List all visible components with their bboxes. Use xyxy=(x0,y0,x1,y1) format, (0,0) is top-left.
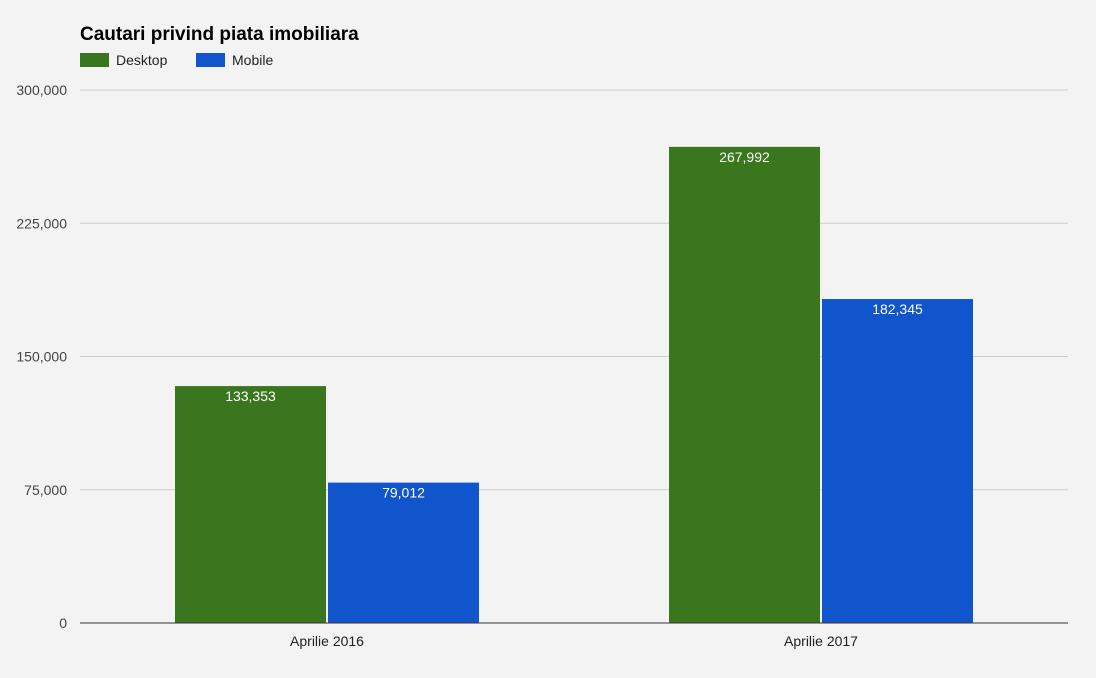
y-tick-label: 300,000 xyxy=(16,82,67,98)
x-category-label: Aprilie 2016 xyxy=(290,633,364,649)
data-label-desktop-1: 267,992 xyxy=(719,149,770,165)
legend-swatch-mobile xyxy=(196,53,225,67)
legend-swatch-desktop xyxy=(80,53,109,67)
bar-desktop-1 xyxy=(669,146,820,623)
y-axis: 0 75,000 150,000 225,000 300,000 xyxy=(16,82,67,631)
x-axis: Aprilie 2016 Aprilie 2017 xyxy=(80,622,1068,649)
bars: 133,353 79,012 267,992 182,345 xyxy=(175,146,973,623)
y-tick-label: 225,000 xyxy=(16,215,67,231)
data-label-mobile-0: 79,012 xyxy=(382,485,425,501)
data-label-mobile-1: 182,345 xyxy=(872,301,923,317)
chart-title: Cautari privind piata imobiliara xyxy=(80,24,359,45)
y-tick-label: 150,000 xyxy=(16,349,67,365)
y-tick-label: 75,000 xyxy=(24,482,67,498)
bar-mobile-0 xyxy=(328,482,479,623)
bar-mobile-1 xyxy=(822,299,973,623)
legend-label-desktop: Desktop xyxy=(116,52,168,68)
bar-desktop-0 xyxy=(175,386,326,623)
data-label-desktop-0: 133,353 xyxy=(225,388,276,404)
y-tick-label: 0 xyxy=(59,615,67,631)
legend-label-mobile: Mobile xyxy=(232,52,273,68)
legend: Desktop Mobile xyxy=(80,52,273,68)
x-category-label: Aprilie 2017 xyxy=(784,633,858,649)
